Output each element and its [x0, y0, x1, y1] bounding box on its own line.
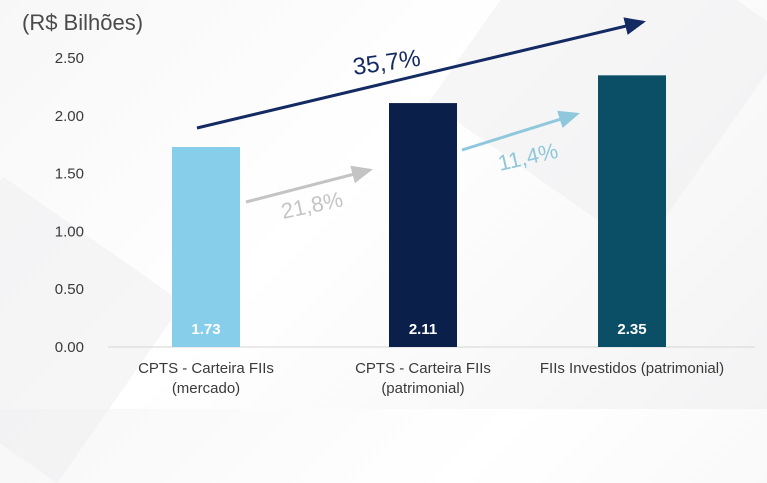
- bar-value-label: 2.35: [617, 321, 646, 338]
- growth-arrow: [196, 17, 646, 130]
- y-tick-label: 0.00: [55, 339, 84, 356]
- growth-annotation: 11,4%: [496, 138, 561, 176]
- bar-value-label: 2.11: [409, 321, 437, 338]
- bar: [389, 103, 457, 347]
- x-category-label: FIIs Investidos (patrimonial): [539, 360, 725, 377]
- bar: [172, 147, 240, 347]
- growth-arrow: [245, 165, 373, 204]
- unit-label: (R$ Bilhões): [22, 10, 144, 35]
- bar-chart: 0.000.501.001.502.002.50 1.73 2.11 2.35 21…: [55, 17, 755, 356]
- y-tick-label: 2.00: [55, 108, 84, 125]
- y-tick-label: 0.50: [55, 281, 84, 298]
- y-tick-label: 1.50: [55, 166, 84, 183]
- growth-arrow: [461, 110, 580, 152]
- y-tick-label: 1.00: [55, 223, 84, 240]
- bar: [598, 75, 666, 347]
- y-tick-label: 2.50: [55, 50, 84, 67]
- x-category-label: CPTS - Carteira FIIs (patrimonial): [355, 360, 491, 397]
- bar-value-label: 1.73: [191, 321, 220, 338]
- x-category-label: CPTS - Carteira FIIs (mercado): [138, 360, 274, 397]
